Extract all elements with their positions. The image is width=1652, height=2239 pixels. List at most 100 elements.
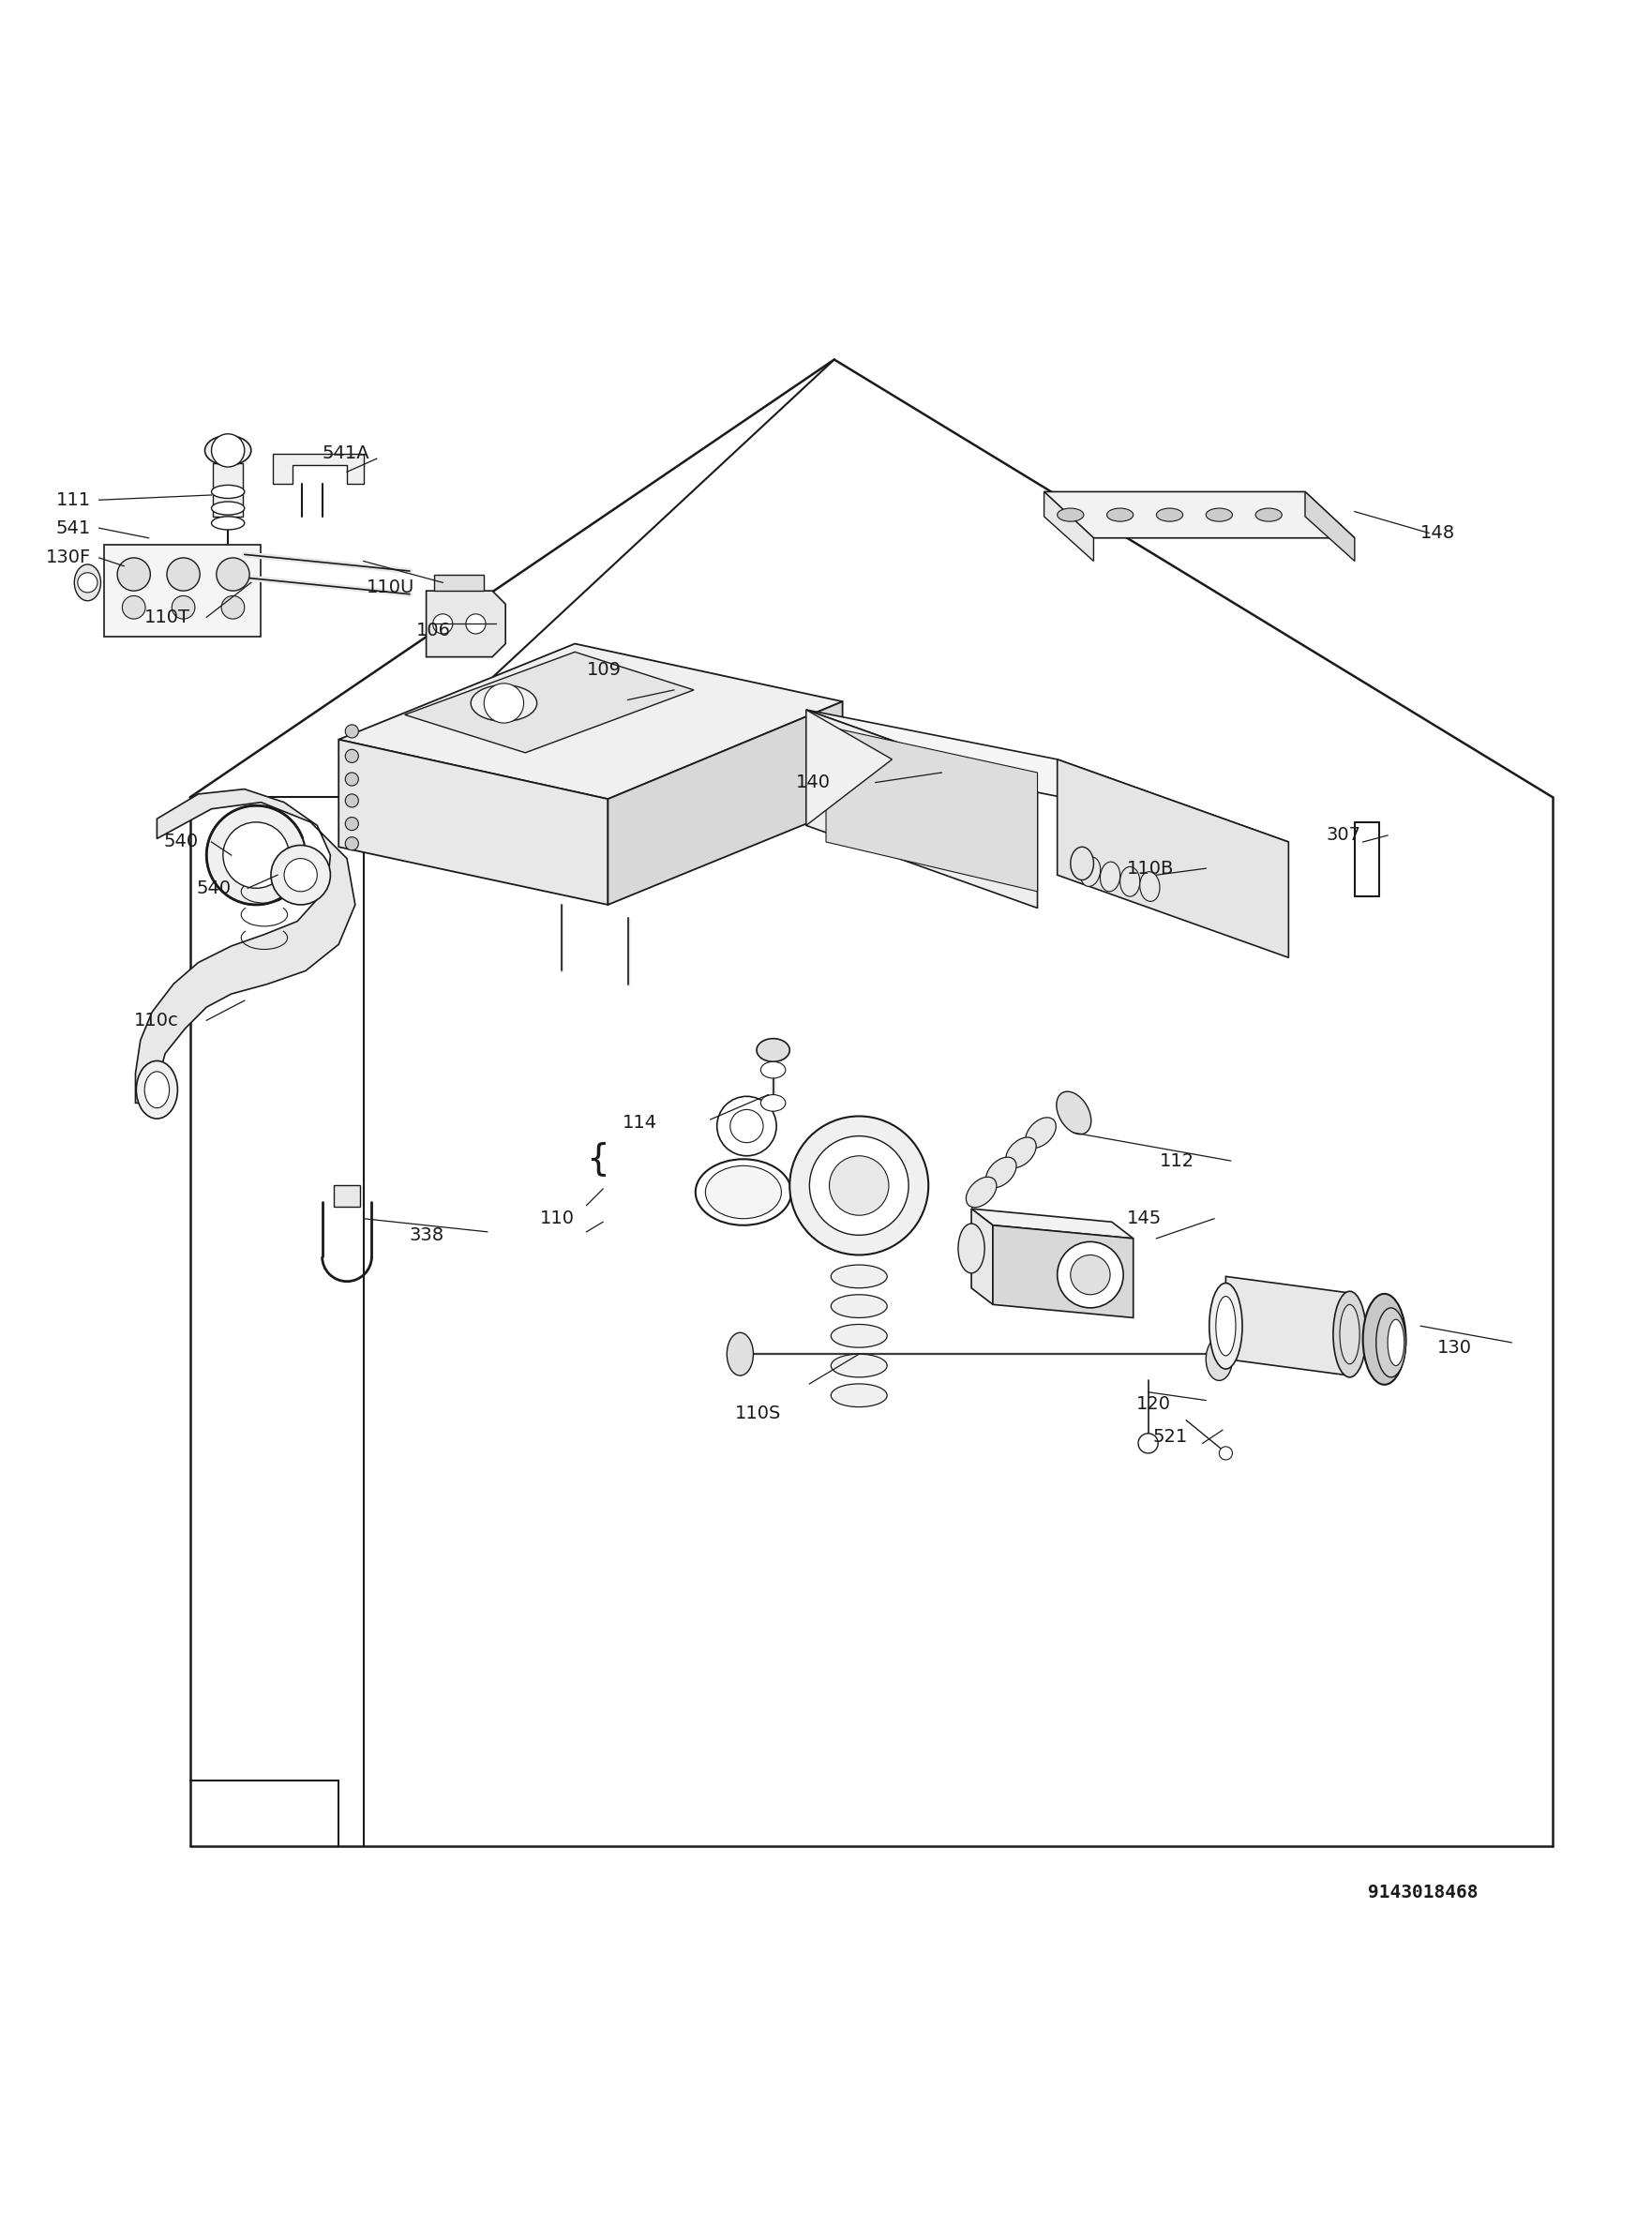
Polygon shape	[213, 463, 243, 517]
Circle shape	[78, 573, 97, 593]
Circle shape	[221, 596, 244, 618]
Circle shape	[345, 817, 358, 831]
Ellipse shape	[831, 1323, 887, 1348]
Circle shape	[1219, 1446, 1232, 1460]
Text: 110T: 110T	[144, 609, 190, 627]
Ellipse shape	[760, 1095, 786, 1111]
Polygon shape	[334, 1187, 360, 1207]
Polygon shape	[806, 710, 1037, 909]
Text: 540: 540	[164, 833, 198, 851]
Ellipse shape	[831, 1384, 887, 1406]
Circle shape	[1070, 1256, 1110, 1294]
Ellipse shape	[705, 1167, 781, 1218]
Circle shape	[211, 434, 244, 468]
Ellipse shape	[1363, 1294, 1406, 1384]
Polygon shape	[1057, 759, 1289, 958]
Ellipse shape	[1057, 1093, 1090, 1135]
Ellipse shape	[831, 1294, 887, 1319]
Polygon shape	[135, 788, 355, 1104]
Circle shape	[167, 558, 200, 591]
Circle shape	[433, 613, 453, 634]
Ellipse shape	[1140, 871, 1160, 902]
Ellipse shape	[1100, 862, 1120, 891]
Ellipse shape	[135, 1061, 178, 1120]
Text: 110S: 110S	[735, 1404, 781, 1422]
Circle shape	[466, 613, 486, 634]
Ellipse shape	[760, 1061, 786, 1079]
Circle shape	[271, 846, 330, 905]
Circle shape	[345, 795, 358, 808]
Text: 114: 114	[623, 1113, 657, 1131]
Polygon shape	[426, 591, 506, 656]
Text: 120: 120	[1137, 1395, 1171, 1413]
Text: 109: 109	[586, 661, 621, 678]
Polygon shape	[273, 455, 363, 484]
Polygon shape	[971, 1209, 993, 1305]
Polygon shape	[434, 575, 484, 591]
Polygon shape	[104, 544, 261, 638]
Ellipse shape	[829, 732, 856, 781]
Circle shape	[1057, 1243, 1123, 1308]
Text: 130: 130	[1437, 1339, 1472, 1357]
Circle shape	[117, 558, 150, 591]
Ellipse shape	[1256, 508, 1282, 522]
Text: 110: 110	[540, 1209, 575, 1227]
Polygon shape	[1044, 493, 1094, 562]
Ellipse shape	[1333, 1292, 1366, 1377]
Circle shape	[829, 1155, 889, 1216]
Text: 112: 112	[1160, 1151, 1194, 1169]
Circle shape	[345, 772, 358, 786]
Circle shape	[172, 596, 195, 618]
Circle shape	[717, 1097, 776, 1155]
Ellipse shape	[1216, 1296, 1236, 1357]
Ellipse shape	[1006, 1137, 1036, 1169]
Text: 307: 307	[1327, 826, 1361, 844]
Circle shape	[345, 837, 358, 851]
Ellipse shape	[1376, 1308, 1406, 1377]
Text: 140: 140	[796, 772, 831, 790]
Circle shape	[345, 725, 358, 739]
Polygon shape	[806, 710, 892, 826]
Ellipse shape	[1080, 858, 1100, 887]
Circle shape	[790, 1117, 928, 1256]
Ellipse shape	[986, 1158, 1016, 1187]
Polygon shape	[993, 1225, 1133, 1319]
Polygon shape	[339, 643, 843, 799]
Ellipse shape	[1206, 1337, 1232, 1381]
Polygon shape	[1226, 1276, 1350, 1375]
Polygon shape	[1044, 493, 1355, 537]
Circle shape	[730, 1111, 763, 1142]
Ellipse shape	[1206, 508, 1232, 522]
Text: 148: 148	[1421, 524, 1455, 542]
Polygon shape	[806, 710, 1289, 842]
Ellipse shape	[471, 685, 537, 721]
Text: 111: 111	[56, 490, 91, 508]
Polygon shape	[608, 701, 843, 905]
Ellipse shape	[211, 502, 244, 515]
Ellipse shape	[1388, 1319, 1404, 1366]
Ellipse shape	[1120, 866, 1140, 896]
Text: 110c: 110c	[134, 1012, 178, 1030]
Polygon shape	[826, 725, 1037, 891]
Circle shape	[284, 858, 317, 891]
Ellipse shape	[1209, 1283, 1242, 1368]
Circle shape	[223, 822, 289, 889]
Circle shape	[484, 683, 524, 723]
Text: 106: 106	[416, 622, 451, 640]
Ellipse shape	[1057, 508, 1084, 522]
Text: 540: 540	[197, 880, 231, 898]
Polygon shape	[971, 1209, 1133, 1238]
Text: 9143018468: 9143018468	[1368, 1883, 1479, 1901]
Ellipse shape	[145, 1072, 170, 1108]
Ellipse shape	[74, 564, 101, 600]
Text: 338: 338	[410, 1227, 444, 1245]
Text: 145: 145	[1127, 1209, 1161, 1227]
Ellipse shape	[1340, 1305, 1360, 1364]
Text: 110B: 110B	[1127, 860, 1175, 878]
Ellipse shape	[966, 1178, 996, 1207]
Ellipse shape	[205, 437, 251, 466]
Circle shape	[122, 596, 145, 618]
Polygon shape	[1305, 493, 1355, 562]
Ellipse shape	[695, 1160, 791, 1225]
Text: {: {	[586, 1142, 610, 1178]
